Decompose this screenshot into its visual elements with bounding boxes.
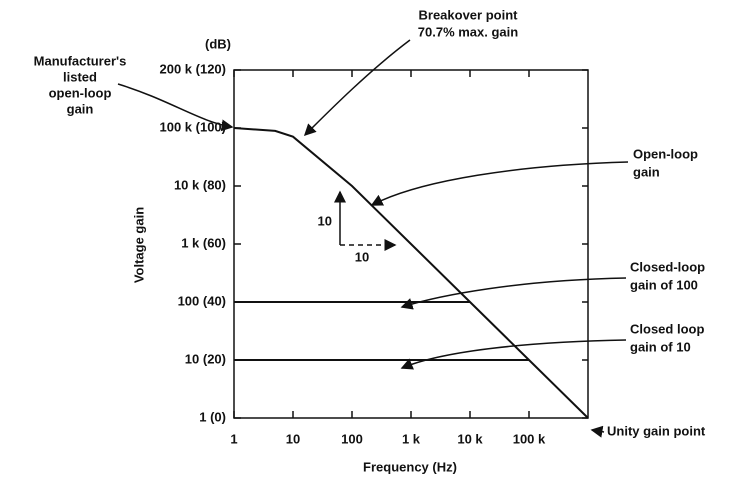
y-tick-label: 10 (20) bbox=[185, 351, 226, 366]
x-tick-label: 1 bbox=[230, 431, 237, 446]
x-axis-label: Frequency (Hz) bbox=[363, 459, 457, 474]
y-axis-label: Voltage gain bbox=[131, 207, 146, 283]
x-tick-label: 10 bbox=[286, 431, 300, 446]
annotation: Unity gain point bbox=[607, 423, 706, 438]
annotation: gain bbox=[67, 101, 94, 116]
annotation: Breakover point bbox=[419, 7, 519, 22]
x-tick-label: 1 k bbox=[402, 431, 421, 446]
y-tick-label: 100 k (100) bbox=[160, 119, 227, 134]
y-unit-label: (dB) bbox=[205, 36, 231, 51]
x-tick-label: 100 k bbox=[513, 431, 546, 446]
annotation: Open-loop bbox=[633, 146, 698, 161]
annotation: open-loop bbox=[49, 85, 112, 100]
annotation: gain bbox=[633, 164, 660, 179]
y-tick-label: 200 k (120) bbox=[160, 61, 227, 76]
annotation-arrow bbox=[592, 430, 604, 432]
chart: (dB) Voltage gain Frequency (Hz) 1 (0) 10… bbox=[0, 0, 749, 491]
y-tick-label: 1 k (60) bbox=[181, 235, 226, 250]
annotation: 70.7% max. gain bbox=[418, 24, 518, 39]
annotation: gain of 100 bbox=[630, 277, 698, 292]
annotation: gain of 10 bbox=[630, 339, 691, 354]
annotation-arrow bbox=[372, 162, 628, 205]
annotation: Closed-loop bbox=[630, 259, 705, 274]
y-tick-label: 100 (40) bbox=[178, 293, 226, 308]
annotation: 10 bbox=[318, 213, 332, 228]
annotation: Closed loop bbox=[630, 321, 704, 336]
annotation: listed bbox=[63, 69, 97, 84]
annotation: Manufacturer's bbox=[34, 53, 127, 68]
gain-line bbox=[234, 128, 588, 418]
annotation: 10 bbox=[355, 249, 369, 264]
x-tick-label: 100 bbox=[341, 431, 363, 446]
y-tick-label: 10 k (80) bbox=[174, 177, 226, 192]
x-tick-label: 10 k bbox=[457, 431, 483, 446]
annotation-arrow bbox=[305, 40, 410, 135]
y-tick-label: 1 (0) bbox=[199, 409, 226, 424]
